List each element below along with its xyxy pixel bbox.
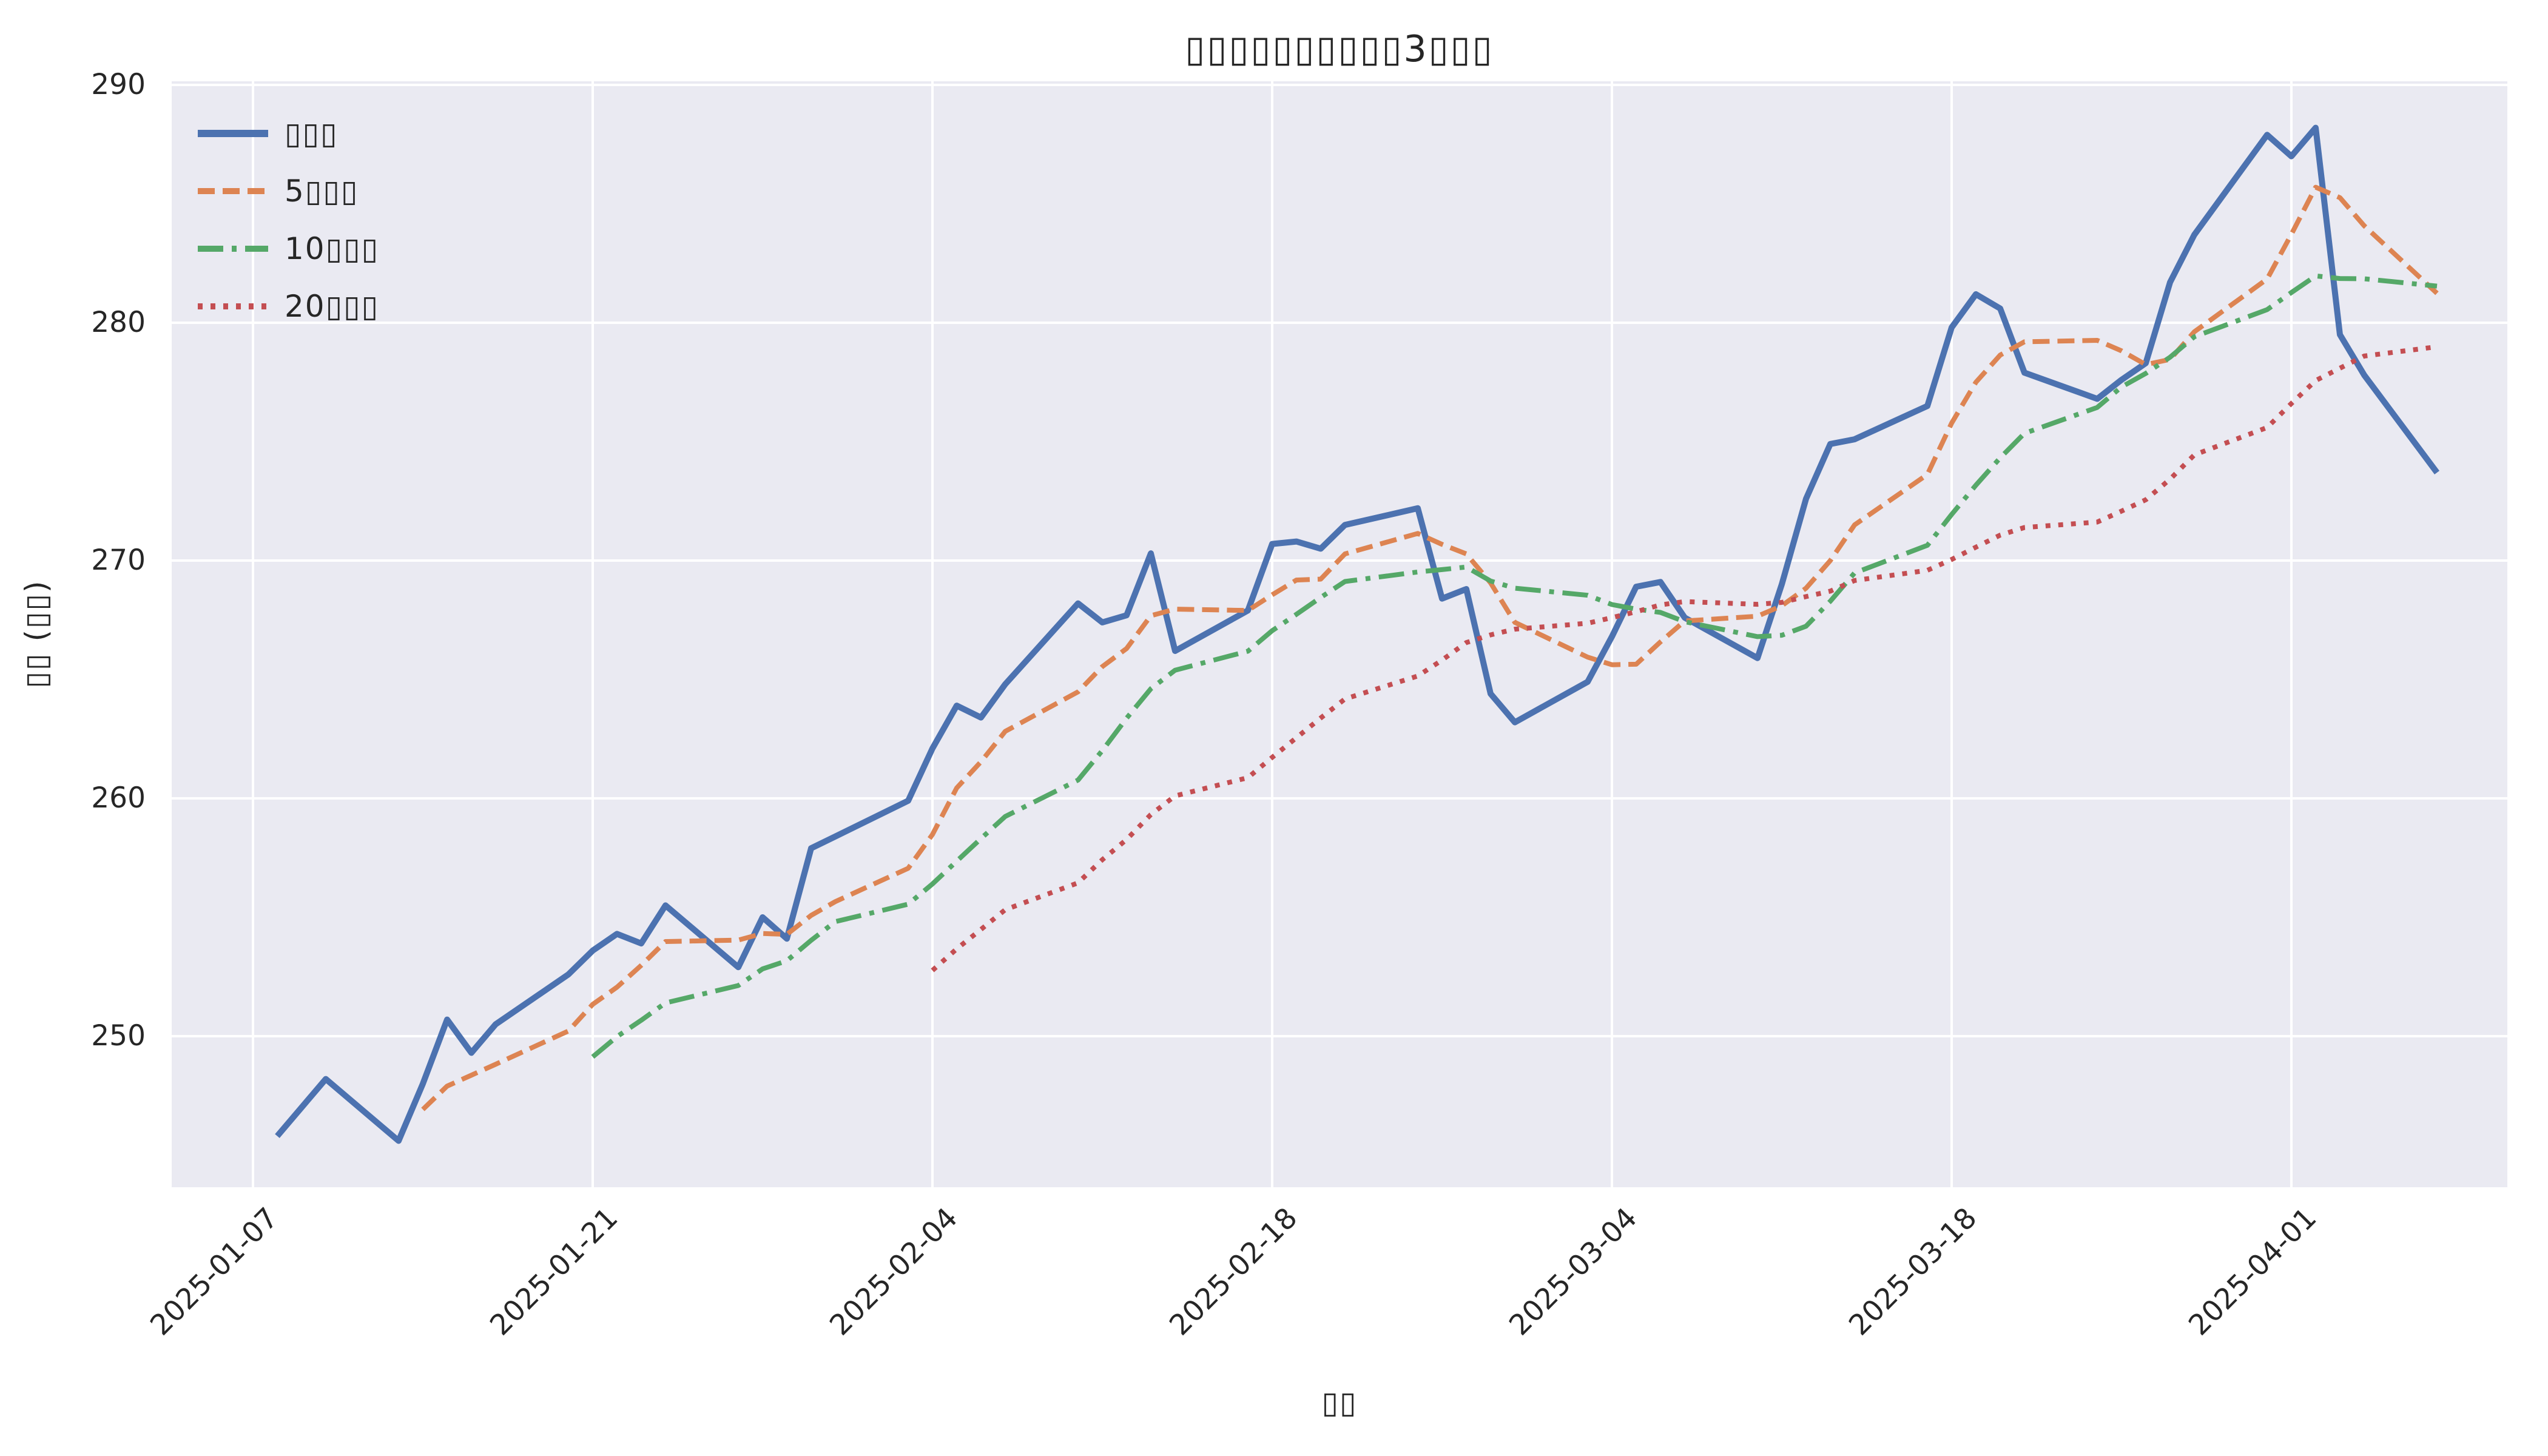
series-line-close xyxy=(275,124,2440,1144)
series-line-ma20 xyxy=(931,344,2438,972)
legend-label: 20▯▯▯ xyxy=(285,288,380,324)
legend-entry-ma5: 5▯▯▯ xyxy=(196,162,379,220)
y-tick-label: 270 xyxy=(91,544,146,577)
legend: ▯▯▯ 5▯▯▯ 10▯▯▯ 20▯▯▯ xyxy=(196,104,379,335)
legend-line-sample-dotted xyxy=(198,303,268,309)
y-tick-label: 250 xyxy=(91,1019,146,1053)
y-tick-label: 280 xyxy=(91,306,146,339)
legend-entry-ma20: 20▯▯▯ xyxy=(196,277,379,335)
legend-label: 10▯▯▯ xyxy=(285,231,380,266)
series-line-ma5 xyxy=(421,184,2439,1111)
x-axis-label: ▯▯ xyxy=(1321,1385,1358,1420)
y-tick-label: 260 xyxy=(91,781,146,815)
legend-entry-close: ▯▯▯ xyxy=(196,104,379,162)
legend-label: ▯▯▯ xyxy=(285,115,339,151)
y-tick-label: 290 xyxy=(91,68,146,101)
legend-line-sample-dashed xyxy=(198,187,268,194)
series-line-ma10 xyxy=(591,273,2438,1059)
legend-line-sample-dashdot xyxy=(198,245,268,252)
legend-line-sample-solid xyxy=(198,129,268,137)
plot-background xyxy=(172,81,2507,1187)
legend-entry-ma10: 10▯▯▯ xyxy=(196,220,379,277)
y-axis-label: ▯▯ (▯▯) xyxy=(19,579,54,689)
chart-title: ▯▯▯▯▯▯▯▯▯▯3▯▯▯ xyxy=(1185,28,1494,70)
legend-label: 5▯▯▯ xyxy=(285,173,359,209)
